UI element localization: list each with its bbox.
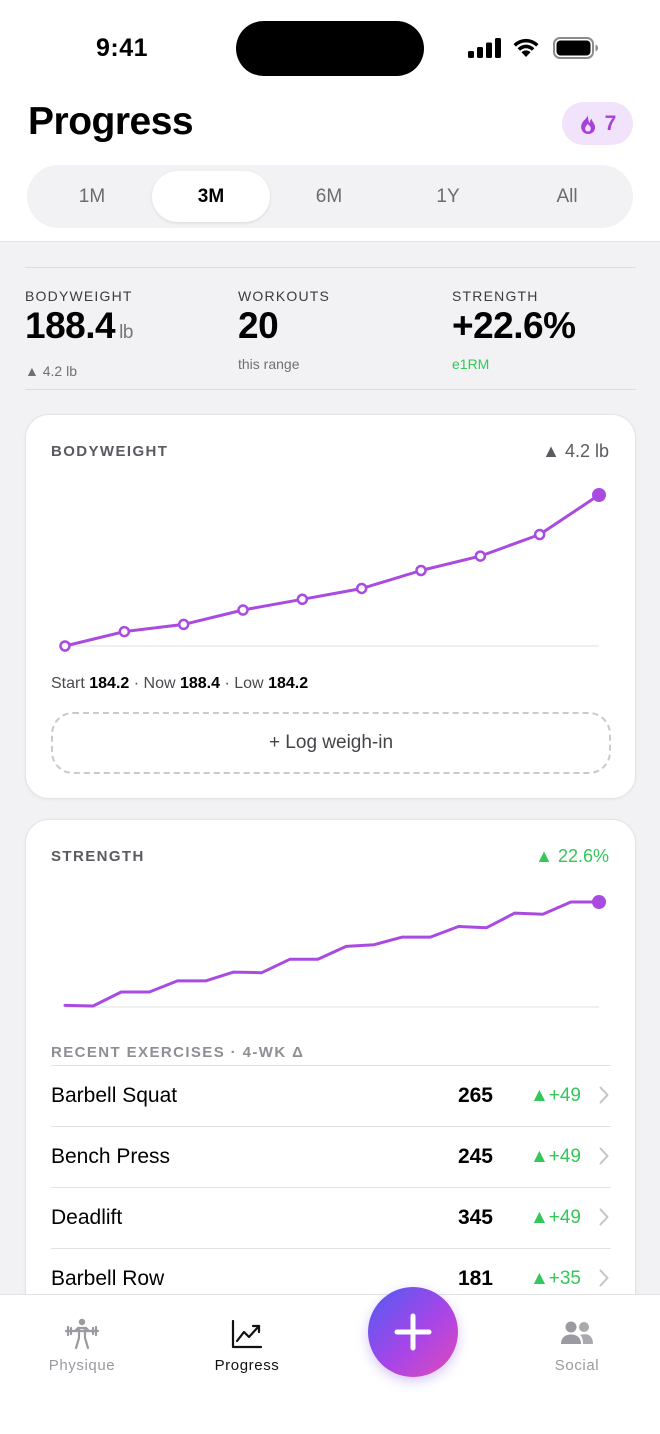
chart-series-line xyxy=(63,493,601,648)
page-header: Progress 7 1M 3M 6M 1Y All xyxy=(0,96,660,242)
exercise-name: Bench Press xyxy=(51,1145,171,1168)
stat-workouts-value: 20 xyxy=(238,305,279,346)
stat-bodyweight-label: BODYWEIGHT xyxy=(25,288,133,304)
streak-badge[interactable]: 7 xyxy=(562,102,633,145)
exercise-value: 245 xyxy=(457,1145,493,1168)
stat-workouts-sub: this range xyxy=(238,356,300,372)
stat-strength: STRENGTH +22.6% e1RM xyxy=(452,288,576,372)
exercise-name: Barbell Squat xyxy=(51,1084,178,1107)
exercise-row-deadlift[interactable]: Deadlift 345 ▲+49 xyxy=(51,1187,611,1248)
chart-point xyxy=(592,488,606,502)
tab-social-label: Social xyxy=(554,1357,600,1374)
chart-point xyxy=(415,564,427,577)
chart-series-line xyxy=(63,900,601,1008)
chart-point xyxy=(592,895,606,909)
page-title: Progress xyxy=(28,100,194,143)
summary-now-value: 188.4 xyxy=(179,675,221,692)
wifi-icon xyxy=(513,38,539,57)
streak-count: 7 xyxy=(604,111,617,135)
chart-point xyxy=(296,593,309,606)
strength-card-title: STRENGTH xyxy=(51,848,145,865)
strength-card-delta: ▲ 22.6% xyxy=(535,846,609,866)
range-1m[interactable]: 1M xyxy=(78,186,106,207)
chart-point xyxy=(59,640,71,652)
exercise-delta: ▲+49 xyxy=(529,1207,581,1228)
stat-bodyweight-unit: lb xyxy=(119,322,133,343)
bodyweight-card[interactable]: BODYWEIGHT ▲ 4.2 lb Start 184.2 · Now 18… xyxy=(25,414,636,799)
stat-bodyweight-number: 188.4 xyxy=(25,305,116,346)
stat-bodyweight: BODYWEIGHT 188.4 lb ▲ 4.2 lb xyxy=(25,288,133,379)
exercise-value: 181 xyxy=(457,1267,493,1290)
status-time: 9:41 xyxy=(96,34,149,62)
range-6m[interactable]: 6M xyxy=(315,186,343,207)
chevron-right-icon xyxy=(599,1086,609,1104)
tab-bar: Physique Progress Social xyxy=(0,1287,660,1434)
strength-chart xyxy=(63,895,606,1008)
summary-start-value: 184.2 xyxy=(89,675,130,692)
tab-progress[interactable]: Progress xyxy=(187,1317,307,1374)
stat-workouts: WORKOUTS 20 this range xyxy=(238,288,330,372)
exercise-row-bench-press[interactable]: Bench Press 245 ▲+49 xyxy=(51,1126,611,1187)
range-all[interactable]: All xyxy=(556,186,578,207)
exercise-name: Barbell Row xyxy=(51,1267,165,1290)
summary-low-value: 184.2 xyxy=(268,675,309,692)
status-bar: 9:41 xyxy=(0,0,660,96)
bodyweight-summary: Start 184.2 · Now 188.4 · Low 184.2 xyxy=(51,675,308,693)
chart-point xyxy=(533,528,546,541)
exercise-delta: ▲+49 xyxy=(529,1085,581,1106)
stats-summary: BODYWEIGHT 188.4 lb ▲ 4.2 lb WORKOUTS 20 … xyxy=(25,267,636,390)
chevron-right-icon xyxy=(599,1208,609,1226)
cellular-signal-icon xyxy=(468,38,501,58)
chart-point xyxy=(474,550,487,562)
stat-bodyweight-sub: ▲ 4.2 lb xyxy=(25,363,77,379)
range-1y[interactable]: 1Y xyxy=(436,186,460,207)
bodyweight-card-title: BODYWEIGHT xyxy=(51,443,169,460)
bodyweight-card-delta: ▲ 4.2 lb xyxy=(542,441,609,461)
range-selector: 1M 3M 6M 1Y All xyxy=(27,165,633,228)
exercise-delta: ▲+49 xyxy=(529,1146,581,1167)
summary-low-label: · Low xyxy=(224,675,264,692)
chevron-right-icon xyxy=(599,1269,609,1287)
chart-point xyxy=(177,618,190,631)
chart-point xyxy=(355,582,368,595)
chart-trend-icon xyxy=(231,1319,263,1349)
weightlifter-icon xyxy=(64,1318,100,1350)
exercise-row-barbell-row[interactable]: Barbell Row 181 ▲+35 xyxy=(51,1248,611,1294)
exercise-row-barbell-squat[interactable]: Barbell Squat 265 ▲+49 xyxy=(51,1065,611,1126)
chevron-right-icon xyxy=(599,1147,609,1165)
tab-physique[interactable]: Physique xyxy=(22,1317,142,1374)
stat-strength-sub: e1RM xyxy=(452,356,490,372)
tab-social[interactable]: Social xyxy=(517,1317,637,1374)
exercise-delta: ▲+35 xyxy=(529,1268,581,1289)
summary-now-label: · Now xyxy=(133,675,176,692)
add-button[interactable] xyxy=(368,1287,458,1377)
stat-strength-value: +22.6% xyxy=(452,305,576,346)
people-icon xyxy=(561,1321,593,1344)
tab-progress-label: Progress xyxy=(214,1357,280,1374)
bodyweight-chart xyxy=(59,488,606,652)
tab-physique-label: Physique xyxy=(48,1357,116,1374)
summary-start-label: Start xyxy=(51,675,85,692)
chart-point xyxy=(237,604,249,616)
chart-point xyxy=(118,625,131,638)
stat-bodyweight-value: 188.4 lb xyxy=(25,306,133,353)
exercise-value: 265 xyxy=(457,1084,493,1107)
exercise-value: 345 xyxy=(457,1206,493,1229)
recent-exercises-label: RECENT EXERCISES · 4-WK Δ xyxy=(51,1044,305,1061)
stat-strength-label: STRENGTH xyxy=(452,288,539,304)
exercise-name: Deadlift xyxy=(51,1206,123,1229)
battery-icon xyxy=(553,37,598,59)
strength-card[interactable]: STRENGTH ▲ 22.6% RECENT EXERCISES · 4-WK… xyxy=(25,819,636,1294)
plus-icon xyxy=(394,1313,432,1351)
dynamic-island xyxy=(236,21,424,76)
log-weigh-in-button[interactable]: + Log weigh-in xyxy=(51,712,611,774)
flame-icon xyxy=(580,113,595,134)
scroll-content[interactable]: BODYWEIGHT 188.4 lb ▲ 4.2 lb WORKOUTS 20 … xyxy=(0,243,660,1294)
stat-workouts-label: WORKOUTS xyxy=(238,288,331,304)
range-3m[interactable]: 3M xyxy=(152,171,270,222)
